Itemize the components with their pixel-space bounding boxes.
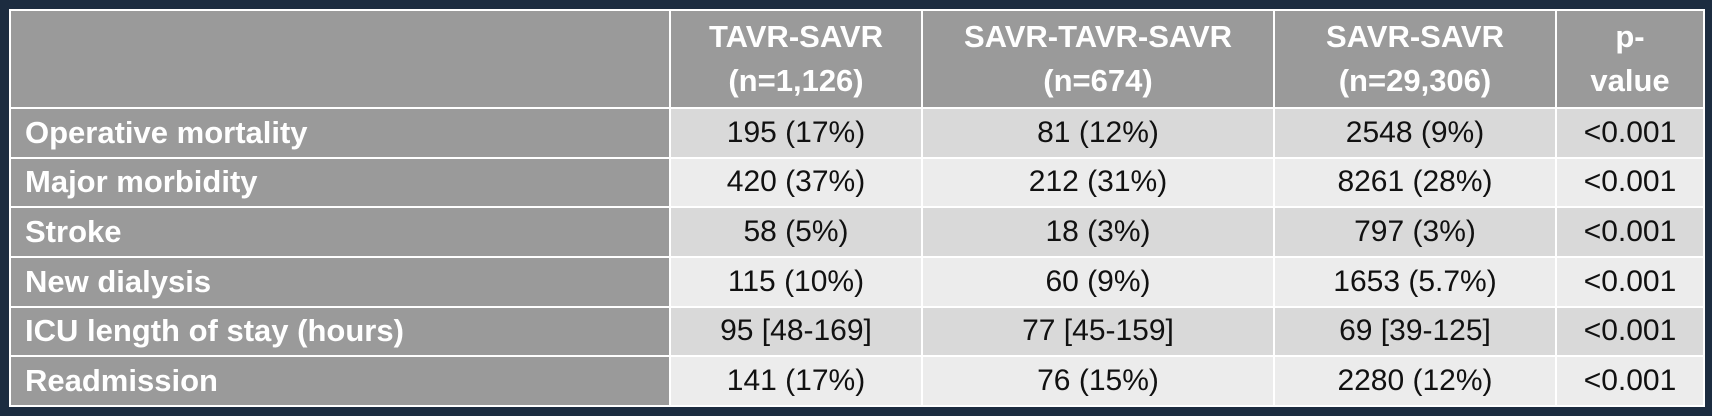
table-cell: 2280 (12%) (1273, 355, 1557, 407)
table-cell: 115 (10%) (669, 255, 923, 308)
row-label: Readmission (9, 355, 671, 407)
table-row: Readmission 141 (17%) 76 (15%) 2280 (12%… (9, 355, 1705, 407)
header-line: (n=1,126) (728, 63, 864, 98)
table-cell: 60 (9%) (921, 255, 1275, 308)
table-cell: 8261 (28%) (1273, 156, 1557, 209)
table-body: Operative mortality 195 (17%) 81 (12%) 2… (9, 107, 1705, 407)
table-cell: 141 (17%) (669, 355, 923, 407)
table-cell: <0.001 (1555, 255, 1705, 308)
table-cell: 2548 (9%) (1273, 107, 1557, 159)
table-cell: 76 (15%) (921, 355, 1275, 407)
table-header: TAVR-SAVR (n=1,126) SAVR-TAVR-SAVR (n=67… (9, 9, 1705, 109)
table-cell: 797 (3%) (1273, 206, 1557, 258)
table-cell: 420 (37%) (669, 156, 923, 209)
table-cell: 95 [48-169] (669, 305, 923, 358)
header-cell-blank (9, 9, 671, 109)
header-line: value (1590, 63, 1670, 98)
header-cell-tavr-savr: TAVR-SAVR (n=1,126) (669, 9, 923, 109)
row-label: Major morbidity (9, 156, 671, 209)
header-line: SAVR-SAVR (1326, 19, 1504, 54)
header-cell-savr-savr: SAVR-SAVR (n=29,306) (1273, 9, 1557, 109)
table-cell: 195 (17%) (669, 107, 923, 159)
row-label: Operative mortality (9, 107, 671, 159)
table-cell: 81 (12%) (921, 107, 1275, 159)
table-row: Stroke 58 (5%) 18 (3%) 797 (3%) <0.001 (9, 206, 1705, 258)
row-label: ICU length of stay (hours) (9, 305, 671, 358)
header-line: TAVR-SAVR (709, 19, 883, 54)
row-label: New dialysis (9, 255, 671, 308)
table-cell: 1653 (5.7%) (1273, 255, 1557, 308)
table-row: New dialysis 115 (10%) 60 (9%) 1653 (5.7… (9, 255, 1705, 308)
header-row: TAVR-SAVR (n=1,126) SAVR-TAVR-SAVR (n=67… (9, 9, 1705, 109)
header-line: SAVR-TAVR-SAVR (963, 19, 1233, 54)
table-row: ICU length of stay (hours) 95 [48-169] 7… (9, 305, 1705, 358)
table-cell: <0.001 (1555, 355, 1705, 407)
header-line: (n=674) (1043, 63, 1153, 98)
table-cell: 212 (31%) (921, 156, 1275, 209)
table-cell: <0.001 (1555, 107, 1705, 159)
table-cell: <0.001 (1555, 206, 1705, 258)
table-cell: <0.001 (1555, 156, 1705, 209)
table-cell: 69 [39-125] (1273, 305, 1557, 358)
table-row: Major morbidity 420 (37%) 212 (31%) 8261… (9, 156, 1705, 209)
table-frame: TAVR-SAVR (n=1,126) SAVR-TAVR-SAVR (n=67… (9, 9, 1705, 407)
header-line: p- (1615, 19, 1645, 54)
header-cell-savr-tavr-savr: SAVR-TAVR-SAVR (n=674) (921, 9, 1275, 109)
table-cell: 58 (5%) (669, 206, 923, 258)
row-label: Stroke (9, 206, 671, 258)
header-cell-p-value: p- value (1555, 9, 1705, 109)
table-cell: <0.001 (1555, 305, 1705, 358)
table-cell: 77 [45-159] (921, 305, 1275, 358)
table-cell: 18 (3%) (921, 206, 1275, 258)
table-row: Operative mortality 195 (17%) 81 (12%) 2… (9, 107, 1705, 159)
header-line: (n=29,306) (1338, 63, 1492, 98)
outcomes-table: TAVR-SAVR (n=1,126) SAVR-TAVR-SAVR (n=67… (9, 9, 1705, 407)
